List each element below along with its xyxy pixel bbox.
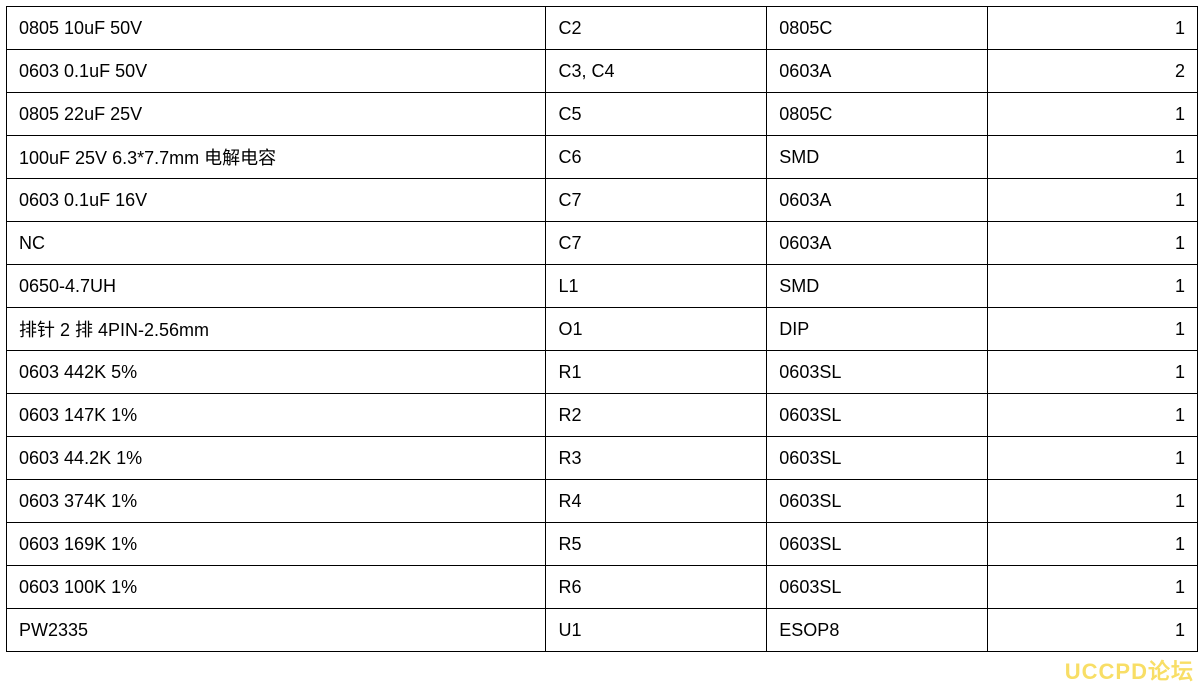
table-row: 0650-4.7UH L1 SMD 1: [7, 265, 1198, 308]
cell-desc: 0603 374K 1%: [7, 480, 546, 523]
bom-table: 0805 10uF 50V C2 0805C 1 0603 0.1uF 50V …: [6, 6, 1198, 652]
cell-ref: L1: [546, 265, 767, 308]
table-row: 100uF 25V 6.3*7.7mm 电解电容 C6 SMD 1: [7, 136, 1198, 179]
table-row: 0603 374K 1% R4 0603SL 1: [7, 480, 1198, 523]
cell-ref: C5: [546, 93, 767, 136]
cell-ref: R6: [546, 566, 767, 609]
cell-pkg: 0603A: [767, 179, 988, 222]
cell-pkg: 0603SL: [767, 566, 988, 609]
table-row: 0603 100K 1% R6 0603SL 1: [7, 566, 1198, 609]
cell-qty: 1: [988, 136, 1198, 179]
cell-qty: 1: [988, 480, 1198, 523]
table-row: 0805 10uF 50V C2 0805C 1: [7, 7, 1198, 50]
table-row: PW2335 U1 ESOP8 1: [7, 609, 1198, 652]
table-row: 0603 147K 1% R2 0603SL 1: [7, 394, 1198, 437]
cell-qty: 1: [988, 437, 1198, 480]
cell-ref: R3: [546, 437, 767, 480]
cell-desc: 0603 169K 1%: [7, 523, 546, 566]
cell-ref: U1: [546, 609, 767, 652]
cell-qty: 1: [988, 308, 1198, 351]
cell-qty: 1: [988, 265, 1198, 308]
table-row: 0603 442K 5% R1 0603SL 1: [7, 351, 1198, 394]
cell-desc: PW2335: [7, 609, 546, 652]
cell-ref: C3, C4: [546, 50, 767, 93]
cell-pkg: 0805C: [767, 7, 988, 50]
bom-table-body: 0805 10uF 50V C2 0805C 1 0603 0.1uF 50V …: [7, 7, 1198, 652]
cell-ref: C7: [546, 222, 767, 265]
cell-pkg: 0805C: [767, 93, 988, 136]
cell-qty: 1: [988, 566, 1198, 609]
cell-ref: O1: [546, 308, 767, 351]
cell-qty: 1: [988, 351, 1198, 394]
cell-pkg: ESOP8: [767, 609, 988, 652]
cell-desc: 0650-4.7UH: [7, 265, 546, 308]
cell-desc: 0603 147K 1%: [7, 394, 546, 437]
cell-pkg: 0603A: [767, 222, 988, 265]
table-row: 0603 0.1uF 16V C7 0603A 1: [7, 179, 1198, 222]
cell-pkg: 0603SL: [767, 480, 988, 523]
cell-desc: 0603 0.1uF 16V: [7, 179, 546, 222]
cell-desc: 0603 442K 5%: [7, 351, 546, 394]
cell-ref: C7: [546, 179, 767, 222]
cell-qty: 1: [988, 93, 1198, 136]
cell-ref: R2: [546, 394, 767, 437]
cell-desc: NC: [7, 222, 546, 265]
table-row: 排针 2 排 4PIN-2.56mm O1 DIP 1: [7, 308, 1198, 351]
cell-desc: 0603 100K 1%: [7, 566, 546, 609]
cell-desc: 100uF 25V 6.3*7.7mm 电解电容: [7, 136, 546, 179]
cell-pkg: 0603SL: [767, 437, 988, 480]
cell-qty: 1: [988, 394, 1198, 437]
cell-qty: 1: [988, 609, 1198, 652]
cell-ref: C6: [546, 136, 767, 179]
cell-desc: 0805 22uF 25V: [7, 93, 546, 136]
cell-ref: R4: [546, 480, 767, 523]
table-row: 0805 22uF 25V C5 0805C 1: [7, 93, 1198, 136]
cell-pkg: 0603A: [767, 50, 988, 93]
cell-qty: 1: [988, 222, 1198, 265]
cell-desc: 0603 44.2K 1%: [7, 437, 546, 480]
table-row: 0603 169K 1% R5 0603SL 1: [7, 523, 1198, 566]
watermark-text: UCCPD论坛: [1065, 654, 1194, 686]
cell-pkg: DIP: [767, 308, 988, 351]
cell-ref: C2: [546, 7, 767, 50]
cell-qty: 2: [988, 50, 1198, 93]
cell-pkg: 0603SL: [767, 523, 988, 566]
cell-pkg: 0603SL: [767, 394, 988, 437]
cell-qty: 1: [988, 7, 1198, 50]
cell-qty: 1: [988, 523, 1198, 566]
cell-pkg: SMD: [767, 136, 988, 179]
cell-ref: R1: [546, 351, 767, 394]
table-row: 0603 44.2K 1% R3 0603SL 1: [7, 437, 1198, 480]
cell-desc: 0603 0.1uF 50V: [7, 50, 546, 93]
cell-pkg: SMD: [767, 265, 988, 308]
cell-qty: 1: [988, 179, 1198, 222]
cell-desc: 排针 2 排 4PIN-2.56mm: [7, 308, 546, 351]
cell-desc: 0805 10uF 50V: [7, 7, 546, 50]
table-row: NC C7 0603A 1: [7, 222, 1198, 265]
table-row: 0603 0.1uF 50V C3, C4 0603A 2: [7, 50, 1198, 93]
cell-ref: R5: [546, 523, 767, 566]
cell-pkg: 0603SL: [767, 351, 988, 394]
